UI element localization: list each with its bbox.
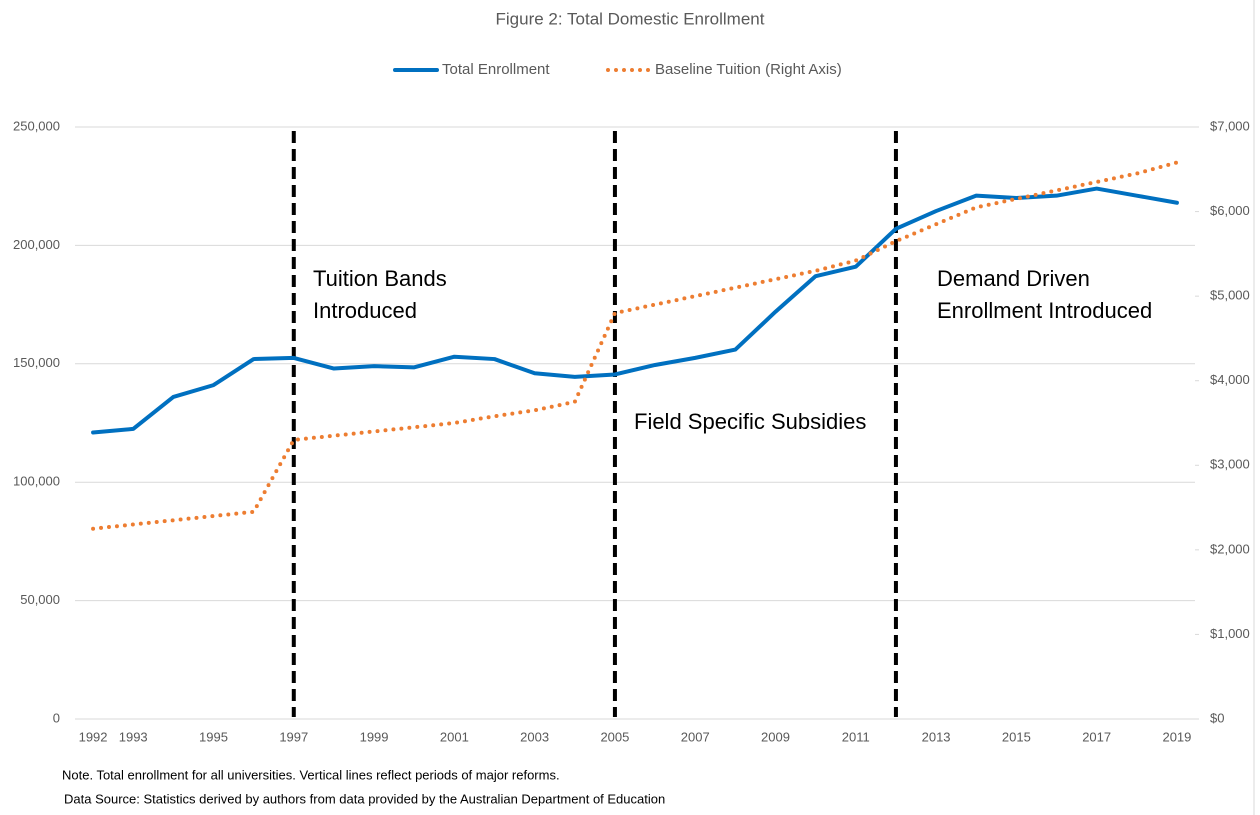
y2-tick-label: $4,000 (1210, 372, 1250, 387)
annotation: Enrollment Introduced (937, 298, 1152, 323)
y2-tick-label: $2,000 (1210, 541, 1250, 556)
annotation: Introduced (313, 298, 417, 323)
y-tick-label: 0 (53, 710, 60, 725)
annotation: Demand Driven (937, 266, 1090, 291)
x-tick-label: 2011 (842, 729, 870, 744)
chart-title: Figure 2: Total Domestic Enrollment (496, 9, 765, 28)
x-tick-label: 2009 (761, 729, 790, 744)
y2-tick-label: $1,000 (1210, 626, 1250, 641)
y-tick-label: 200,000 (13, 237, 60, 252)
x-tick-label: 2001 (440, 729, 469, 744)
series-line (91, 186, 1179, 435)
y2-tick-label: $5,000 (1210, 288, 1250, 303)
x-tick-label: 1995 (199, 729, 228, 744)
series-line (91, 160, 1179, 531)
x-tick-label: 2019 (1162, 729, 1191, 744)
x-tick-label: 2017 (1082, 729, 1111, 744)
x-tick-label: 1992 (79, 729, 108, 744)
y2-tick-label: $0 (1210, 710, 1224, 725)
y-tick-label: 150,000 (13, 355, 60, 370)
x-tick-label: 2005 (600, 729, 629, 744)
x-tick-label: 2013 (922, 729, 951, 744)
y-tick-label: 100,000 (13, 474, 60, 489)
note: Data Source: Statistics derived by autho… (64, 791, 665, 806)
x-tick-label: 2003 (520, 729, 549, 744)
x-tick-label: 1993 (119, 729, 148, 744)
annotation: Tuition Bands (313, 266, 447, 291)
legend-label: Total Enrollment (442, 61, 550, 78)
x-tick-label: 2015 (1002, 729, 1031, 744)
note: Note. Total enrollment for all universit… (62, 767, 560, 782)
y-tick-label: 50,000 (20, 592, 60, 607)
y2-tick-label: $3,000 (1210, 457, 1250, 472)
y2-tick-label: $7,000 (1210, 118, 1250, 133)
x-tick-label: 2007 (681, 729, 710, 744)
y-tick-label: 250,000 (13, 118, 60, 133)
x-tick-label: 1999 (360, 729, 389, 744)
x-tick-label: 1997 (279, 729, 308, 744)
annotation: Field Specific Subsidies (634, 409, 866, 434)
legend-label: Baseline Tuition (Right Axis) (655, 61, 842, 78)
y2-tick-label: $6,000 (1210, 203, 1250, 218)
